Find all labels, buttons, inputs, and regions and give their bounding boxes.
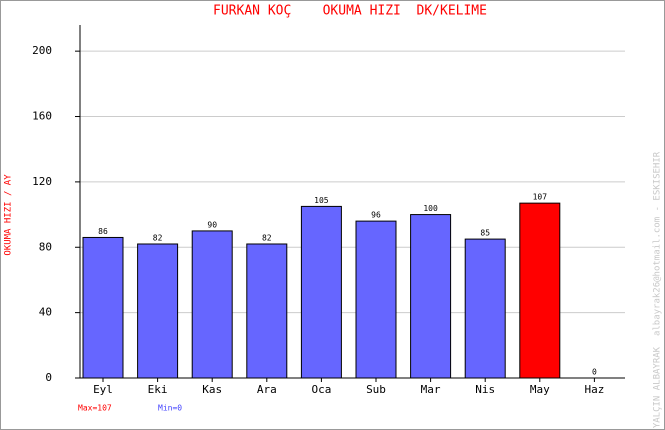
chart-title: FURKAN KOÇ OKUMA HIZI DK/KELIME [213, 4, 487, 19]
x-tick-label: Oca [311, 383, 331, 396]
y-tick-label: 120 [32, 175, 52, 188]
credit: YALÇIN ALBAYRAK albayrak26@hotmail.com -… [653, 151, 663, 428]
y-tick-label: 200 [32, 44, 52, 57]
bar [246, 243, 288, 379]
value-label: 86 [98, 227, 108, 236]
min-label: Min=0 [158, 404, 182, 413]
value-label: 0 [592, 368, 597, 377]
x-tick-label: Eki [148, 383, 168, 396]
x-tick-label: May [530, 383, 550, 396]
x-tick-label: Nis [475, 383, 495, 396]
value-label: 82 [153, 233, 163, 242]
bar [410, 214, 452, 379]
value-label: 100 [423, 204, 438, 213]
x-tick-label: Eyl [93, 383, 113, 396]
max-label: Max=107 [78, 404, 112, 413]
bar [191, 230, 233, 379]
x-tick-label: Ara [257, 383, 277, 396]
x-tick-label: Mar [421, 383, 441, 396]
bar [464, 238, 506, 379]
value-label: 96 [371, 211, 381, 220]
x-tick-label: Sub [366, 383, 386, 396]
value-label: 107 [533, 193, 548, 202]
y-axis-title: OKUMA HIZI / AY [4, 174, 14, 256]
bar [355, 220, 397, 379]
value-label: 105 [314, 196, 329, 205]
bar [137, 243, 179, 379]
value-label: 90 [207, 220, 217, 229]
value-label: 82 [262, 233, 272, 242]
bar [300, 205, 342, 379]
bar [82, 236, 124, 379]
x-tick-label: Kas [202, 383, 222, 396]
y-tick-label: 160 [32, 110, 52, 123]
y-tick-label: 40 [39, 306, 52, 319]
x-tick-label: Haz [584, 383, 604, 396]
y-tick-label: 0 [45, 371, 52, 384]
value-label: 85 [480, 229, 490, 238]
y-tick-label: 80 [39, 240, 52, 253]
bar [519, 202, 561, 379]
